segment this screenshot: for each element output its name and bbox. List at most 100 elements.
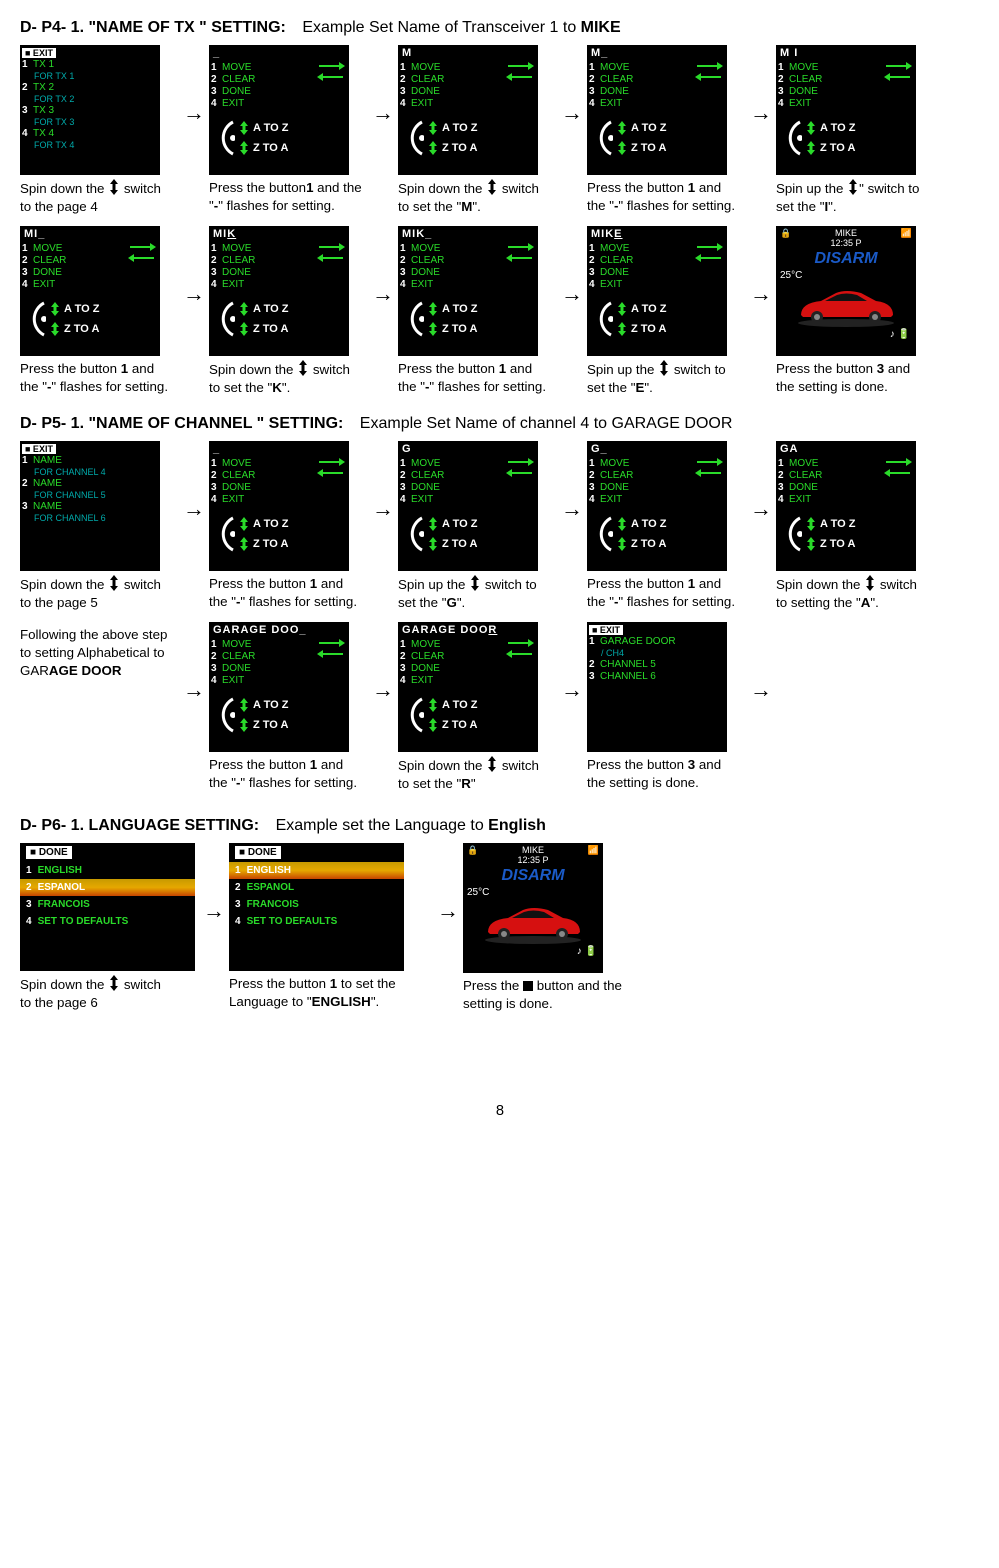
arrow-icon: → <box>183 100 201 126</box>
topbar-text: M <box>400 47 536 61</box>
lang-item: 4SET TO DEFAULTS <box>20 913 195 930</box>
step-caption: Press the button 1 and the "-" flashes f… <box>20 360 175 396</box>
menu-item: 3DONE <box>778 86 884 97</box>
atoz-label: A TO Z <box>428 698 477 712</box>
step-caption: Spin down the switch to set the "R" <box>398 756 553 793</box>
menu-item: 1MOVE <box>400 458 506 469</box>
step: MIK 1MOVE2CLEAR3DONE4EXIT A TO Z Z TO A … <box>209 226 364 397</box>
disarm-label: DISARM <box>778 250 914 268</box>
menu-item: 4EXIT <box>400 98 506 109</box>
ztoa-label: Z TO A <box>617 322 666 336</box>
menu-item: 3DONE <box>589 482 695 493</box>
menu-item: 1MOVE <box>211 243 317 254</box>
menu-item: 3DONE <box>589 267 695 278</box>
ztoa-label: Z TO A <box>428 537 477 551</box>
menu-item: 2CLEAR <box>778 470 884 481</box>
done-item: ■ DONE <box>229 843 404 862</box>
step-caption: Spin down the switch to setting the "A". <box>776 575 931 612</box>
arrow-icon: → <box>561 281 579 307</box>
arrow-icon: → <box>750 100 768 126</box>
step: M 1MOVE2CLEAR3DONE4EXIT A TO Z Z TO A Sp… <box>398 45 553 216</box>
ztoa-label: Z TO A <box>428 322 477 336</box>
channel-item: 3NAMEFOR CHANNEL 6 <box>22 501 158 523</box>
home-screen: 🔒MIKE12:35 P📶 DISARM 25°C ♪ 🔋 <box>463 843 603 973</box>
temp-label: 25°C <box>778 270 914 281</box>
menu-item: 1MOVE <box>589 458 695 469</box>
topbar-text: MIKE <box>589 228 725 242</box>
tx-list-screen: ■ EXIT 1TX 1FOR TX 12TX 2FOR TX 23TX 3FO… <box>20 45 160 175</box>
step: G 1MOVE2CLEAR3DONE4EXIT A TO Z Z TO A Sp… <box>398 441 553 612</box>
temp-label: 25°C <box>465 887 601 898</box>
exit-label: ■ EXIT <box>22 444 56 454</box>
arrow-icon: → <box>750 496 768 522</box>
menu-item: 2CLEAR <box>400 255 506 266</box>
p6-title-text: D- P6- 1. LANGUAGE SETTING: <box>20 817 259 834</box>
arrow-icon: → <box>372 677 390 703</box>
step: ■ DONE 1ENGLISH2ESPANOL3FRANCOIS4SET TO … <box>229 843 429 1011</box>
step: Following the above step to setting Alph… <box>20 622 175 680</box>
step-caption: Press the button 3 and the setting is do… <box>776 360 931 396</box>
topbar-text: MI_ <box>22 228 158 242</box>
atoz-label: A TO Z <box>239 698 288 712</box>
topbar-text: GARAGE DOO_ <box>211 624 347 638</box>
menu-item: 4EXIT <box>211 98 317 109</box>
atoz-label: A TO Z <box>239 121 288 135</box>
menu-item: 1MOVE <box>211 458 317 469</box>
atoz-label: A TO Z <box>617 517 666 531</box>
music-battery-icon: ♪ 🔋 <box>465 946 601 957</box>
menu-item: 3DONE <box>211 482 317 493</box>
menu-item: 2CLEAR <box>211 255 317 266</box>
menu-item: 4EXIT <box>778 98 884 109</box>
arrow-icon: → <box>750 281 768 307</box>
arrow-icon: → <box>183 281 201 307</box>
menu-item: 4EXIT <box>211 279 317 290</box>
menu-item: 1MOVE <box>211 639 317 650</box>
step-caption: Press the button 1 and the "-" flashes f… <box>209 756 364 792</box>
menu-item: 2CLEAR <box>400 74 506 85</box>
atoz-label: A TO Z <box>617 302 666 316</box>
arrow-icon: → <box>750 677 768 703</box>
done-item: ■ DONE <box>20 843 195 862</box>
menu-item: 4EXIT <box>211 494 317 505</box>
step-caption: Press the button1 and the "-" flashes fo… <box>209 179 364 215</box>
edit-screen: MIKE 1MOVE2CLEAR3DONE4EXIT A TO Z Z TO A <box>587 226 727 356</box>
atoz-label: A TO Z <box>428 121 477 135</box>
menu-item: 4EXIT <box>778 494 884 505</box>
ztoa-label: Z TO A <box>239 537 288 551</box>
menu-item: 2CLEAR <box>211 470 317 481</box>
menu-item: 4EXIT <box>400 494 506 505</box>
step-caption: Spin down the switch to set the "M". <box>398 179 553 216</box>
step-caption: Press the button 1 to set the Language t… <box>229 975 429 1011</box>
ztoa-label: Z TO A <box>617 141 666 155</box>
p5-title-text: D- P5- 1. "NAME OF CHANNEL " SETTING: <box>20 415 343 432</box>
step-caption: Spin up the switch to set the "G". <box>398 575 553 612</box>
edit-screen: M_ 1MOVE2CLEAR3DONE4EXIT A TO Z Z TO A <box>587 45 727 175</box>
ztoa-label: Z TO A <box>806 141 855 155</box>
language-screen: ■ DONE 1ENGLISH2ESPANOL3FRANCOIS4SET TO … <box>20 843 195 971</box>
menu-item: 1MOVE <box>778 458 884 469</box>
channel-item: 2CHANNEL 5 <box>589 659 725 670</box>
ztoa-label: Z TO A <box>239 322 288 336</box>
edit-screen: G_ 1MOVE2CLEAR3DONE4EXIT A TO Z Z TO A <box>587 441 727 571</box>
atoz-label: A TO Z <box>428 517 477 531</box>
menu-item: 3DONE <box>400 86 506 97</box>
menu-item: 4EXIT <box>22 279 128 290</box>
menu-item: 1MOVE <box>400 639 506 650</box>
menu-item: 4EXIT <box>400 675 506 686</box>
step: GARAGE DOO_ 1MOVE2CLEAR3DONE4EXIT A TO Z… <box>209 622 364 792</box>
p4-example-bold: MIKE <box>581 19 621 36</box>
signal-icon: 📶 <box>901 228 912 248</box>
ztoa-label: Z TO A <box>428 141 477 155</box>
disarm-label: DISARM <box>465 867 601 885</box>
menu-item: 1MOVE <box>778 62 884 73</box>
p4-example: Example Set Name of Transceiver 1 to MIK… <box>302 19 620 36</box>
tx-item: 4TX 4FOR TX 4 <box>22 128 158 150</box>
p6-example-text: Example set the Language to <box>276 817 489 834</box>
step: G_ 1MOVE2CLEAR3DONE4EXIT A TO Z Z TO A P… <box>587 441 742 611</box>
menu-item: 1MOVE <box>589 62 695 73</box>
topbar-text: GARAGE DOOR <box>400 624 536 638</box>
menu-item: 3DONE <box>211 663 317 674</box>
section-p6-title: D- P6- 1. LANGUAGE SETTING: Example set … <box>20 817 980 835</box>
step-caption: Press the button 3 and the setting is do… <box>587 756 742 792</box>
step-caption: Press the button and the setting is done… <box>463 977 643 1013</box>
